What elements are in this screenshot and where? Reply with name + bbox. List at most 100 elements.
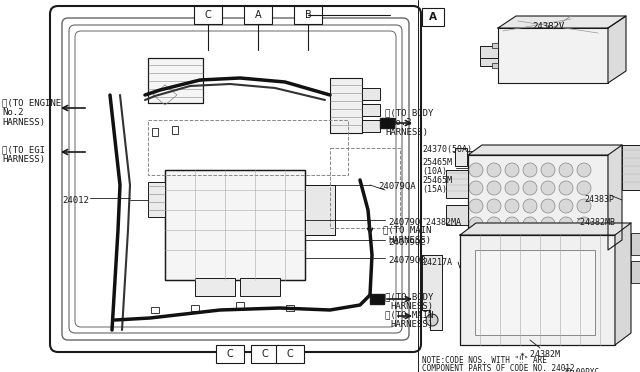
Bar: [622, 145, 640, 190]
Bar: [631, 233, 640, 255]
Text: HARNESS): HARNESS): [2, 155, 45, 164]
Text: HARNESS): HARNESS): [2, 118, 45, 127]
Text: HARNESS): HARNESS): [390, 302, 433, 311]
Circle shape: [523, 235, 537, 249]
Text: NOTE:CODE NOS. WITH "‼" ARE: NOTE:CODE NOS. WITH "‼" ARE: [422, 356, 547, 365]
Circle shape: [505, 199, 519, 213]
Polygon shape: [608, 145, 622, 250]
Text: A: A: [429, 12, 437, 22]
Text: (10A): (10A): [422, 167, 447, 176]
Bar: [362, 88, 380, 100]
Circle shape: [523, 181, 537, 195]
Bar: [460, 235, 615, 345]
Circle shape: [559, 235, 573, 249]
Circle shape: [487, 163, 501, 177]
Bar: [240, 278, 280, 296]
Polygon shape: [498, 16, 626, 28]
Text: COMPONENT PARTS OF CODE NO. 24012.: COMPONENT PARTS OF CODE NO. 24012.: [422, 364, 579, 372]
Circle shape: [541, 217, 555, 231]
Text: ⓕ(TO BODY: ⓕ(TO BODY: [385, 108, 433, 117]
Bar: [370, 294, 384, 304]
Polygon shape: [608, 16, 626, 83]
Bar: [498, 28, 608, 83]
Bar: [330, 78, 362, 133]
Bar: [151, 307, 159, 313]
Circle shape: [577, 217, 591, 231]
Text: 24079QC: 24079QC: [388, 238, 426, 247]
Text: ⓔ(TO MAIN: ⓔ(TO MAIN: [383, 225, 431, 234]
Text: HARNESS): HARNESS): [385, 128, 428, 137]
Circle shape: [469, 163, 483, 177]
Text: ⓐ(TO ENGINE: ⓐ(TO ENGINE: [2, 98, 61, 107]
Bar: [475, 250, 595, 335]
Bar: [165, 170, 305, 280]
Bar: [305, 185, 335, 235]
Polygon shape: [468, 145, 622, 155]
Bar: [631, 261, 640, 283]
Bar: [455, 148, 467, 166]
Text: ⓑ(TO EGI: ⓑ(TO EGI: [2, 145, 45, 154]
Circle shape: [577, 181, 591, 195]
Circle shape: [426, 314, 438, 326]
Bar: [191, 305, 199, 311]
Bar: [195, 278, 235, 296]
Circle shape: [487, 199, 501, 213]
Text: C: C: [287, 349, 293, 359]
Bar: [194, 6, 222, 24]
Bar: [330, 148, 400, 228]
Bar: [251, 345, 279, 363]
Text: ‶24382MB: ‶24382MB: [576, 218, 616, 227]
Bar: [148, 58, 203, 103]
Bar: [492, 63, 498, 68]
Circle shape: [523, 199, 537, 213]
Bar: [216, 345, 244, 363]
Circle shape: [469, 217, 483, 231]
Text: ✶ 24382M: ✶ 24382M: [520, 350, 560, 359]
Bar: [446, 170, 468, 198]
Circle shape: [541, 235, 555, 249]
Text: (15A): (15A): [422, 185, 447, 194]
Bar: [165, 170, 305, 280]
Bar: [244, 6, 272, 24]
Bar: [492, 43, 498, 48]
Text: ‶24382MA: ‶24382MA: [422, 218, 462, 227]
Circle shape: [487, 235, 501, 249]
Bar: [286, 305, 294, 311]
Text: ⓓ(TO BODY: ⓓ(TO BODY: [385, 292, 433, 301]
Bar: [148, 58, 203, 103]
Text: 24382V: 24382V: [532, 22, 564, 31]
Text: HARNESS): HARNESS): [388, 236, 431, 245]
Polygon shape: [422, 255, 442, 330]
Circle shape: [469, 235, 483, 249]
Text: A: A: [255, 10, 261, 20]
Bar: [362, 104, 380, 116]
Bar: [276, 345, 304, 363]
Bar: [380, 118, 394, 128]
Circle shape: [577, 163, 591, 177]
Bar: [467, 151, 475, 161]
Text: 24012: 24012: [62, 196, 89, 205]
Text: B: B: [305, 10, 312, 20]
Bar: [148, 182, 165, 217]
Polygon shape: [460, 223, 631, 235]
Circle shape: [577, 199, 591, 213]
Circle shape: [577, 235, 591, 249]
Text: 25465M: 25465M: [422, 158, 452, 167]
Circle shape: [523, 163, 537, 177]
Text: C: C: [262, 349, 268, 359]
Circle shape: [541, 163, 555, 177]
Circle shape: [559, 181, 573, 195]
Circle shape: [559, 199, 573, 213]
Text: 24383P: 24383P: [584, 195, 614, 204]
Bar: [480, 58, 498, 66]
Polygon shape: [615, 223, 631, 345]
Circle shape: [505, 181, 519, 195]
Circle shape: [469, 181, 483, 195]
Bar: [148, 120, 348, 175]
Circle shape: [541, 199, 555, 213]
Text: HARNESS): HARNESS): [390, 320, 433, 329]
Circle shape: [487, 217, 501, 231]
Circle shape: [541, 181, 555, 195]
Bar: [172, 126, 178, 134]
Circle shape: [505, 217, 519, 231]
